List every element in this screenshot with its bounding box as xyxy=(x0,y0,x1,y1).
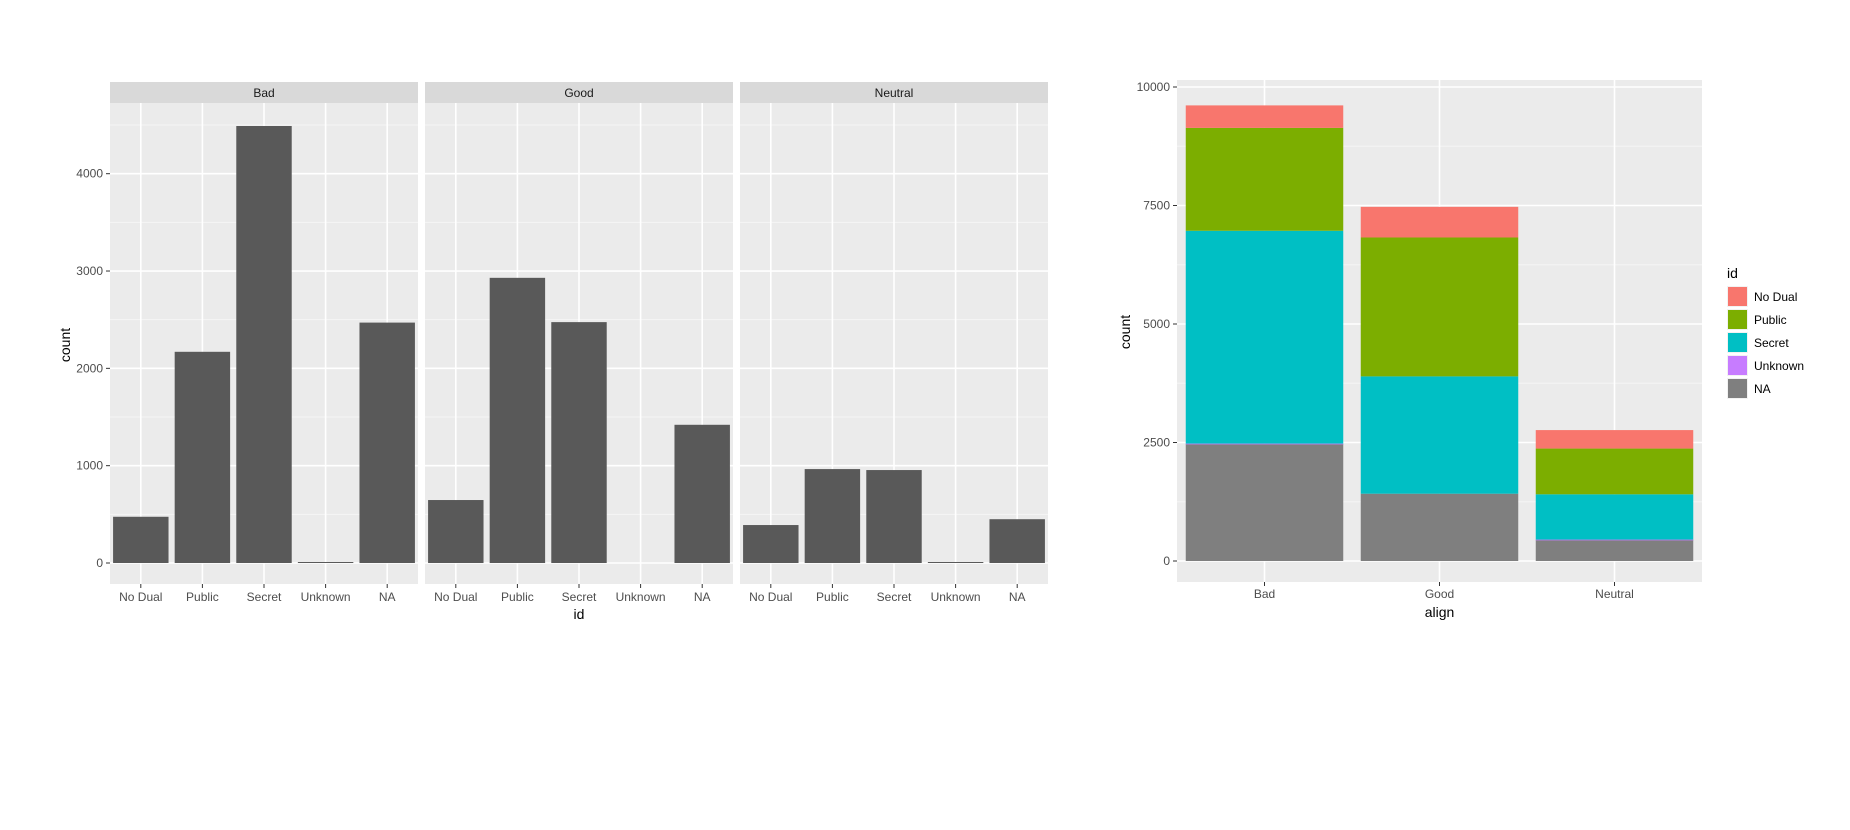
x-tick-label: Public xyxy=(501,590,534,604)
bar-good-no-dual xyxy=(428,500,484,563)
x-tick-label: Secret xyxy=(247,590,282,604)
bar-neutral-public xyxy=(804,469,861,563)
facet-strip-0 xyxy=(110,82,418,103)
x-axis-title: id xyxy=(574,606,585,622)
bar-bad-public xyxy=(174,351,231,563)
y-tick-label: 3000 xyxy=(76,264,103,278)
legend-swatch-no-dual xyxy=(1728,287,1747,306)
x-tick-label: NA xyxy=(379,590,396,604)
y-tick-label: 0 xyxy=(96,556,103,570)
bar-bad-na xyxy=(359,322,415,563)
facet-strip-label: Bad xyxy=(253,86,274,100)
x-tick-label: No Dual xyxy=(434,590,477,604)
x-tick-label: Public xyxy=(186,590,219,604)
x-tick-label: NA xyxy=(694,590,711,604)
legend-label: Unknown xyxy=(1754,359,1804,373)
x-tick-label: Good xyxy=(1425,587,1454,601)
bar-neutral-unknown xyxy=(927,562,984,563)
legend-title: id xyxy=(1727,265,1738,281)
legend-swatch-secret xyxy=(1728,333,1747,352)
x-tick-label: Public xyxy=(816,590,849,604)
bar-good-secret xyxy=(551,322,607,563)
bar-segment-good-no-dual xyxy=(1360,206,1519,238)
legend-swatch-unknown xyxy=(1728,356,1747,375)
bar-segment-neutral-secret xyxy=(1535,494,1694,540)
legend-swatch-public xyxy=(1728,310,1747,329)
x-tick-label: Bad xyxy=(1254,587,1275,601)
y-tick-label: 0 xyxy=(1163,554,1170,568)
x-axis-title: align xyxy=(1425,604,1455,620)
x-tick-label: No Dual xyxy=(119,590,162,604)
bar-segment-good-secret xyxy=(1360,376,1519,494)
legend-label: Secret xyxy=(1754,336,1789,350)
y-tick-label: 1000 xyxy=(76,459,103,473)
x-tick-label: Unknown xyxy=(616,590,666,604)
y-tick-label: 5000 xyxy=(1143,317,1170,331)
bar-segment-good-public xyxy=(1360,237,1519,377)
x-tick-label: Secret xyxy=(877,590,912,604)
facet-strip-1 xyxy=(425,82,733,103)
bar-segment-bad-unknown xyxy=(1185,443,1344,445)
bar-bad-no-dual xyxy=(113,516,169,563)
y-tick-label: 10000 xyxy=(1137,80,1171,94)
x-tick-label: Neutral xyxy=(1595,587,1634,601)
y-tick-label: 2000 xyxy=(76,361,103,375)
bar-neutral-secret xyxy=(866,470,922,563)
facet-strip-2 xyxy=(740,82,1048,103)
bar-segment-neutral-public xyxy=(1535,448,1694,495)
legend-label: NA xyxy=(1754,382,1771,396)
y-tick-label: 4000 xyxy=(76,167,103,181)
legend-label: Public xyxy=(1754,313,1787,327)
bar-segment-bad-na xyxy=(1185,443,1344,561)
y-axis-title: count xyxy=(1117,315,1133,349)
bar-segment-bad-no-dual xyxy=(1185,105,1344,128)
x-tick-label: Secret xyxy=(562,590,597,604)
bar-segment-neutral-unknown xyxy=(1535,539,1694,541)
y-tick-label: 7500 xyxy=(1143,199,1170,213)
y-axis-title: count xyxy=(57,328,73,362)
y-tick-label: 2500 xyxy=(1143,436,1170,450)
bar-bad-secret xyxy=(236,126,292,563)
legend-label: No Dual xyxy=(1754,290,1797,304)
facet-strip-label: Good xyxy=(564,86,593,100)
bar-neutral-no-dual xyxy=(743,525,799,563)
facet-strip-label: Neutral xyxy=(875,86,914,100)
legend-swatch-na xyxy=(1728,379,1747,398)
bar-good-na xyxy=(674,424,730,563)
x-tick-label: NA xyxy=(1009,590,1026,604)
bar-segment-bad-secret xyxy=(1185,230,1344,444)
bar-segment-neutral-na xyxy=(1535,539,1694,561)
x-tick-label: Unknown xyxy=(301,590,351,604)
bar-neutral-na xyxy=(989,519,1045,563)
x-tick-label: Unknown xyxy=(931,590,981,604)
bar-segment-neutral-no-dual xyxy=(1535,430,1694,449)
x-tick-label: No Dual xyxy=(749,590,792,604)
bar-segment-good-na xyxy=(1360,493,1519,561)
bar-segment-bad-public xyxy=(1185,127,1344,231)
bar-bad-unknown xyxy=(297,562,354,563)
bar-good-public xyxy=(489,277,546,563)
